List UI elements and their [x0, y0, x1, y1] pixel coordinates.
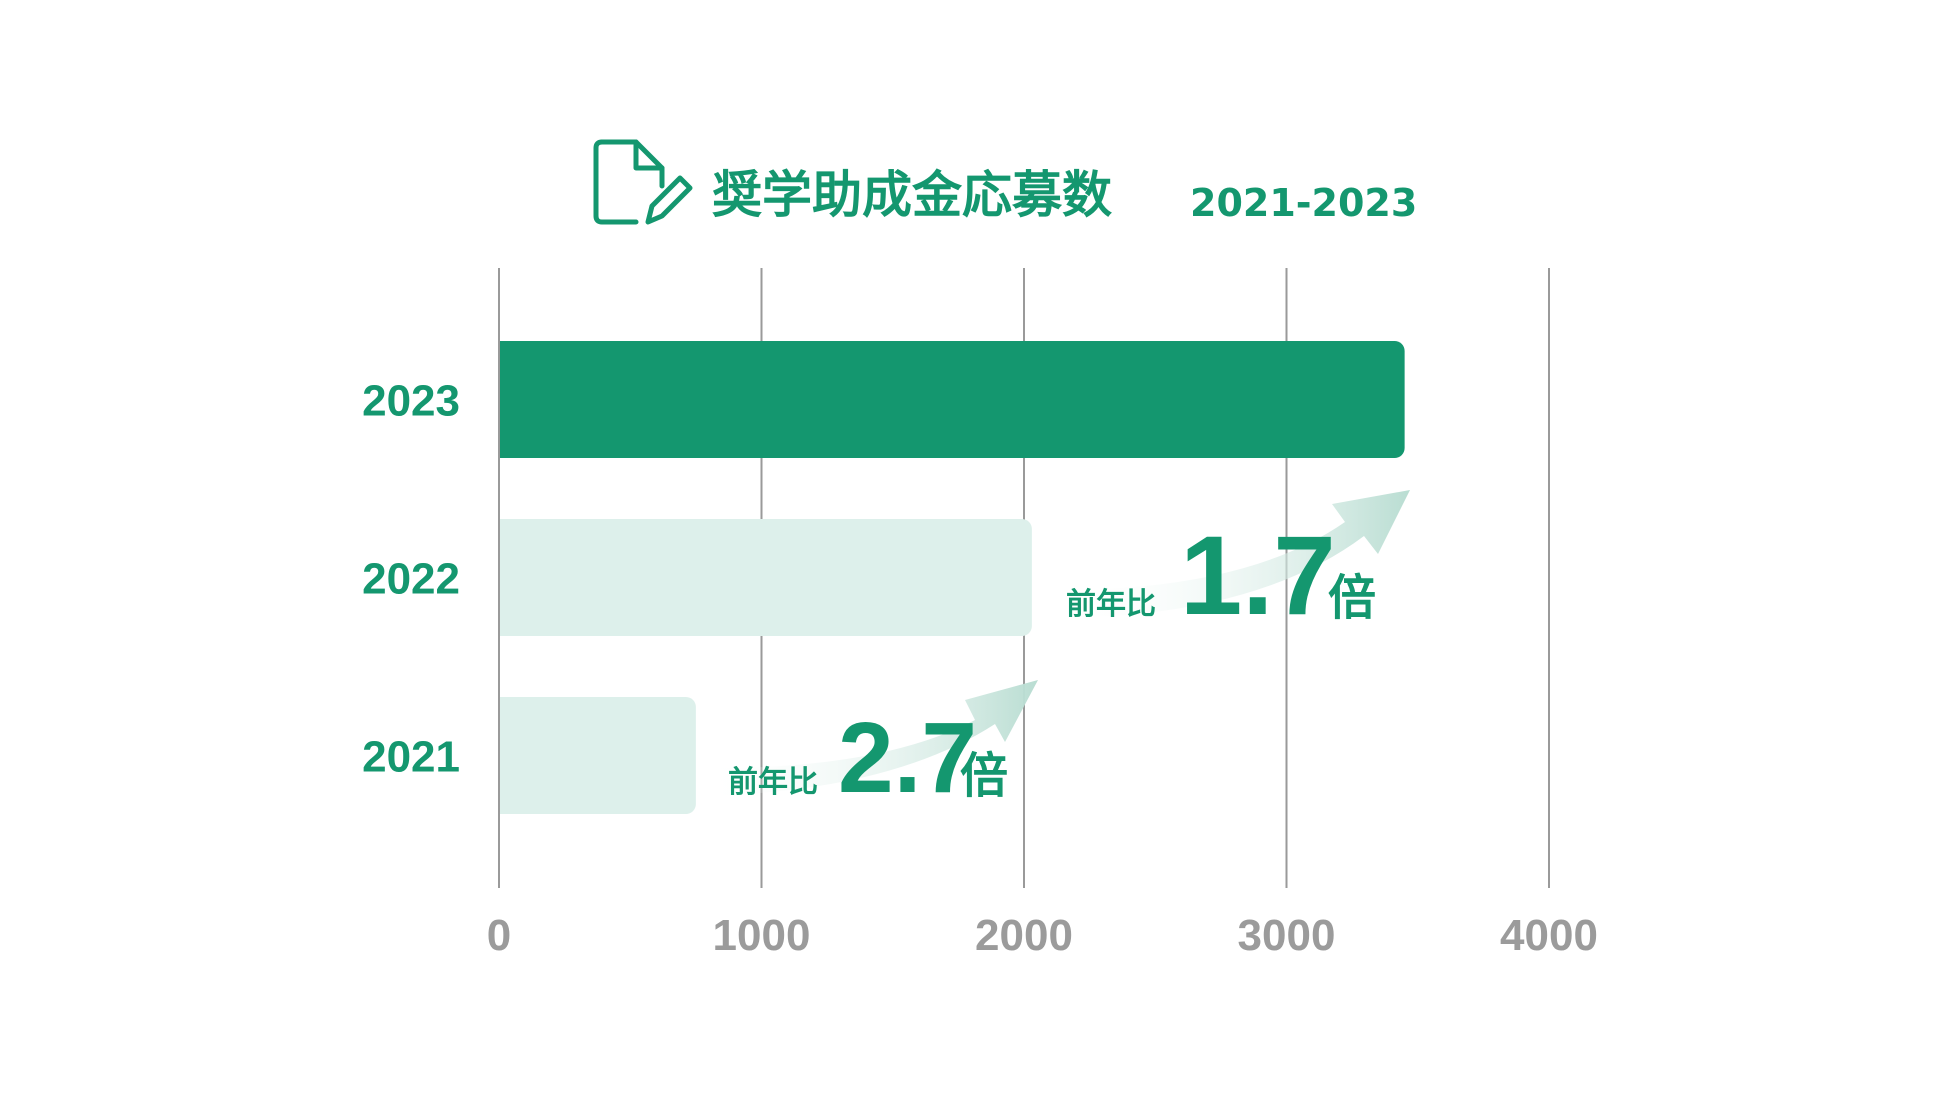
annotation-prefix: 前年比 — [728, 765, 818, 800]
x-tick-label: 1000 — [713, 911, 811, 960]
growth-arrow-2022-2023 — [1070, 490, 1410, 618]
annotation-prefix: 前年比 — [1066, 587, 1156, 622]
x-tick-label: 3000 — [1238, 911, 1336, 960]
x-tick-label: 2000 — [975, 911, 1073, 960]
bar-2021 — [489, 697, 696, 814]
annotation-value: 1.7 — [1180, 513, 1336, 638]
category-labels: 2023 2022 2021 — [362, 377, 460, 782]
document-edit-icon — [593, 139, 693, 225]
x-tick-label: 0 — [487, 911, 511, 960]
category-label-2023: 2023 — [362, 377, 460, 426]
annotation-2021-2022: 前年比 2.7倍 — [728, 702, 1008, 814]
chart-title: 奨学助成金応募数 — [712, 166, 1112, 224]
bars — [487, 268, 1405, 888]
bar-2023 — [489, 341, 1405, 458]
category-label-2022: 2022 — [362, 555, 460, 604]
growth-arrow-2021-2022 — [700, 680, 1038, 796]
annotation-value: 2.7 — [838, 702, 977, 814]
x-tick-labels: 0 1000 2000 3000 4000 — [487, 911, 1598, 960]
x-tick-label: 4000 — [1500, 911, 1598, 960]
annotation-2022-2023: 前年比 1.7倍 — [1066, 513, 1376, 638]
annotation-suffix: 倍 — [960, 748, 1008, 804]
annotation-suffix: 倍 — [1328, 570, 1376, 626]
category-label-2021: 2021 — [362, 733, 460, 782]
bar-2022 — [489, 519, 1032, 636]
chart-subtitle: 2021-2023 — [1190, 181, 1417, 225]
